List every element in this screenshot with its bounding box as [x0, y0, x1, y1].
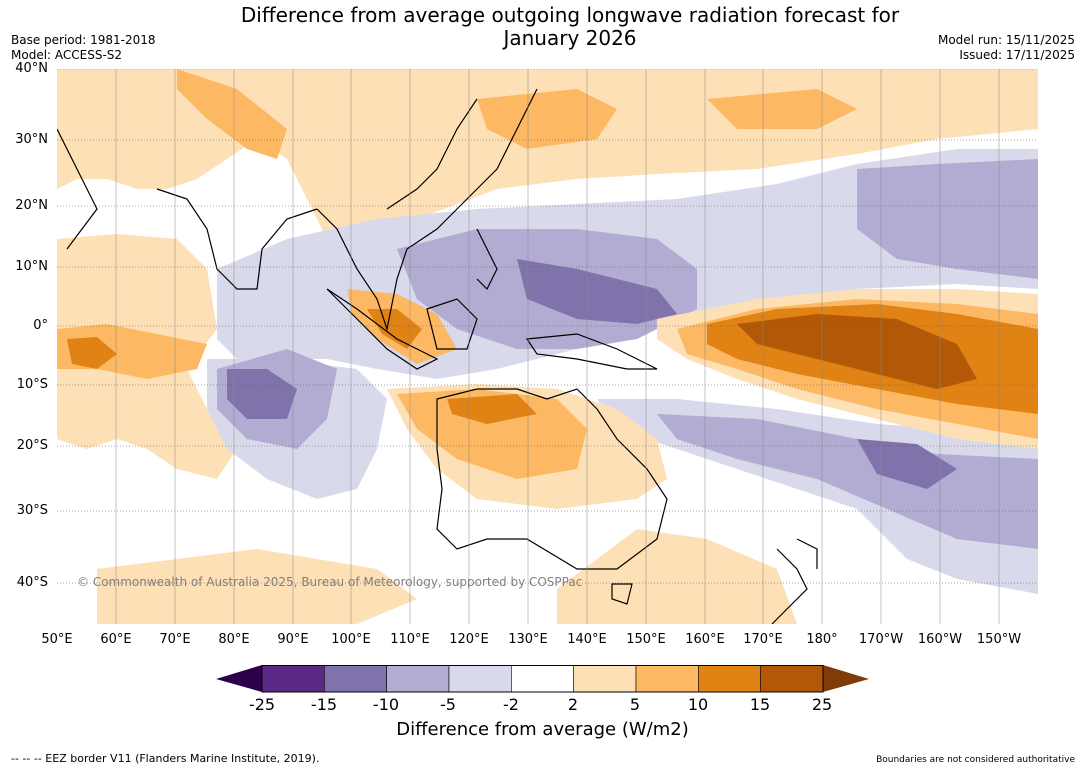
base-period: Base period: 1981-2018	[11, 33, 156, 47]
lat-label-10n: 10°N	[15, 259, 48, 274]
colorbar-cell	[386, 665, 450, 693]
anomaly-region-moderate-east-asia	[477, 89, 617, 149]
anomaly-region-moderate-north-pacific	[707, 89, 857, 129]
model-run: Model run: 15/11/2025	[937, 33, 1075, 47]
coastline-new-guinea	[525, 333, 658, 370]
run-info: Model run: 15/11/2025 Issued: 17/11/2025	[938, 33, 1075, 63]
anomaly-region-very-strong-pacific	[737, 314, 977, 389]
anomaly-region-negative-pacific	[857, 159, 1038, 279]
anomaly-region-strong-negative-1	[517, 259, 677, 324]
anomaly-region-strong-australia	[447, 394, 537, 424]
coastline-china	[386, 98, 478, 210]
anomaly-region-positive-himalaya	[177, 69, 287, 159]
model-name: Model: ACCESS-S2	[11, 48, 123, 62]
lon-label-150e: 150°E	[626, 632, 666, 647]
tick-15: 15	[749, 695, 771, 714]
boundaries-note: Boundaries are not considered authoritat…	[876, 755, 1075, 765]
lon-label-130e: 130°E	[508, 632, 548, 647]
lat-label-40s: 40°S	[16, 575, 48, 590]
lon-label-70e: 70°E	[159, 632, 191, 647]
colorbar-cell	[511, 665, 574, 693]
map-panel[interactable]	[57, 69, 1038, 624]
colorbar-cell	[448, 665, 512, 693]
meridians	[115, 69, 1000, 624]
coastline-borneo	[426, 298, 478, 350]
tick-neg25: -25	[248, 695, 276, 714]
colorbar-outline	[261, 665, 824, 693]
lon-label-170w: 170°W	[858, 632, 904, 647]
anomaly-region-positive-tasman	[557, 529, 797, 624]
colorbar-cell	[698, 665, 761, 693]
title-line-1: Difference from average outgoing longwav…	[240, 3, 900, 27]
coastline-australia	[436, 388, 668, 570]
coastline-arabia	[57, 128, 98, 250]
issued-date: Issued: 17/11/2025	[959, 48, 1075, 62]
lat-label-20s: 20°S	[16, 438, 48, 453]
chart-title: Difference from average outgoing longwav…	[200, 4, 940, 50]
eez-note: -- -- -- EEZ border V11 (Flanders Marine…	[11, 752, 320, 765]
lon-label-180: 180°	[806, 632, 838, 647]
lat-label-20n: 20°N	[15, 198, 48, 213]
lon-label-60e: 60°E	[100, 632, 132, 647]
copyright-notice: © Commonwealth of Australia 2025, Bureau…	[77, 575, 583, 589]
anomaly-region-moderate-australia	[397, 389, 587, 479]
lat-label-equator: 0°	[33, 318, 48, 333]
coastlines	[57, 88, 818, 624]
lon-label-160e: 160°E	[685, 632, 725, 647]
lon-label-110e: 110°E	[390, 632, 430, 647]
colorbar-cells	[261, 665, 824, 693]
colorbar-cell	[324, 665, 387, 693]
coastline-southeast-asia	[316, 88, 538, 332]
lon-label-50e: 50°E	[41, 632, 73, 647]
lon-label-90e: 90°E	[277, 632, 309, 647]
tick-10: 10	[687, 695, 709, 714]
lon-label-160w: 160°W	[917, 632, 963, 647]
lon-label-120e: 120°E	[449, 632, 489, 647]
coastline-new-zealand	[771, 538, 818, 624]
coastline-philippines	[476, 228, 498, 291]
colorbar-cell	[261, 665, 325, 693]
colorbar-label: Difference from average (W/m2)	[396, 719, 689, 740]
lon-label-80e: 80°E	[218, 632, 250, 647]
colorbar	[216, 665, 869, 693]
anomaly-region-strong-indonesia	[367, 309, 422, 349]
tick-25: 25	[811, 695, 833, 714]
tick-neg2: -2	[503, 695, 519, 714]
lat-label-30s: 30°S	[16, 503, 48, 518]
lon-label-100e: 100°E	[331, 632, 371, 647]
lon-label-170e: 170°E	[743, 632, 783, 647]
title-line-2: January 2026	[503, 26, 637, 50]
colorbar-extension-low	[216, 665, 262, 692]
anomaly-region-strong-west-indian	[67, 337, 117, 369]
anomaly-region-negative-south-pacific	[657, 414, 1038, 549]
tick-2: 2	[567, 695, 579, 714]
coastline-sumatra	[326, 288, 439, 370]
colorbar-cell	[635, 665, 699, 693]
colorbar-cell	[573, 665, 637, 693]
lat-label-10s: 10°S	[16, 377, 48, 392]
anomaly-map	[57, 69, 1038, 624]
colorbar-cell	[760, 665, 824, 693]
coastline-tasmania	[611, 583, 633, 605]
tick-neg15: -15	[310, 695, 338, 714]
coastline-india	[156, 188, 318, 290]
tick-5: 5	[629, 695, 641, 714]
colorbar-extension-high	[823, 665, 869, 692]
tick-neg5: -5	[440, 695, 456, 714]
anomaly-region-strong-negative-2	[227, 369, 297, 419]
lon-label-150w: 150°W	[976, 632, 1022, 647]
lon-label-140e: 140°E	[567, 632, 607, 647]
anomaly-region-positive-southern	[97, 549, 417, 624]
lat-label-30n: 30°N	[15, 132, 48, 147]
model-info: Base period: 1981-2018 Model: ACCESS-S2	[11, 33, 156, 63]
tick-neg10: -10	[372, 695, 400, 714]
anomaly-region-strong-negative-3	[857, 439, 957, 489]
lat-label-40n: 40°N	[15, 61, 48, 76]
